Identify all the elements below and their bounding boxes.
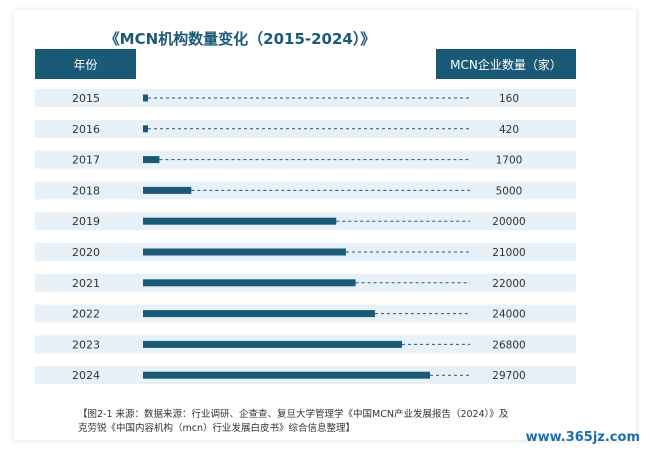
year-label: 2022	[72, 308, 100, 321]
bar	[143, 248, 346, 256]
count-column-header: MCN企业数量（家）	[436, 49, 576, 79]
bar	[143, 125, 148, 133]
watermark: www.365jz.com	[525, 430, 640, 445]
bar	[143, 217, 337, 225]
value-label: 20000	[492, 216, 525, 228]
bar	[143, 340, 402, 348]
value-label: 29700	[492, 370, 525, 382]
year-label: 2015	[72, 92, 100, 105]
year-column-header: 年份	[35, 49, 136, 79]
value-label: 26800	[492, 339, 525, 351]
bar	[143, 156, 160, 164]
year-label: 2021	[72, 277, 100, 290]
year-label: 2019	[72, 215, 100, 228]
caption-line-1: 【图2-1 来源：数据来源：行业调研、企查查、复旦大学管理学《中国MCN产业发展…	[78, 409, 509, 420]
value-label: 21000	[492, 247, 525, 259]
bar	[143, 371, 430, 379]
year-label: 2017	[72, 154, 100, 167]
bar	[143, 279, 356, 287]
year-label: 2018	[72, 184, 100, 197]
value-label: 5000	[496, 185, 523, 197]
year-label: 2016	[72, 123, 100, 136]
year-label: 2020	[72, 246, 100, 259]
figure-caption: 【图2-1 来源：数据来源：行业调研、企查查、复旦大学管理学《中国MCN产业发展…	[78, 408, 548, 436]
value-label: 1700	[496, 155, 523, 167]
chart-title: 《MCN机构数量变化（2015-2024）》	[104, 30, 376, 48]
year-label: 2023	[72, 338, 100, 351]
value-label: 22000	[492, 278, 525, 290]
bar	[143, 94, 148, 102]
value-label: 160	[499, 93, 519, 105]
year-label: 2024	[72, 369, 100, 382]
caption-line-2: 克劳锐《中国内容机构（mcn）行业发展白皮书》综合信息整理】	[78, 423, 355, 434]
value-label: 24000	[492, 309, 525, 321]
value-label: 420	[499, 124, 519, 136]
bar	[143, 310, 375, 318]
bar	[143, 186, 192, 194]
